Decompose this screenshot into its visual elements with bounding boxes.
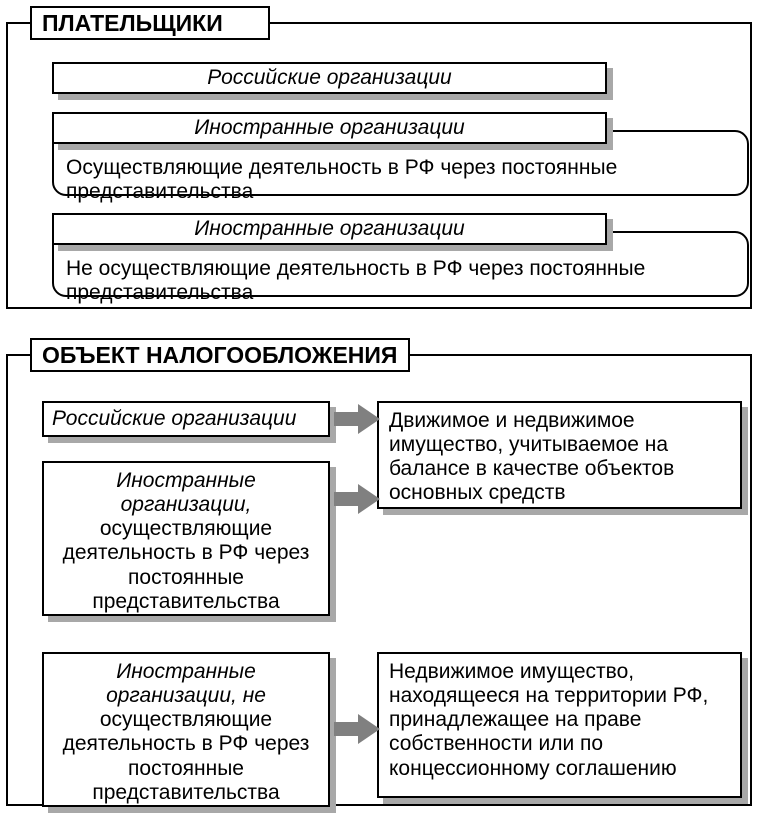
big-arrow-1 (334, 404, 380, 434)
s1-item2-box: Иностранные организации (52, 112, 607, 144)
s1-item2-body-text: Осуществляющие деятельность в РФ через п… (66, 156, 735, 204)
s1-item3-box: Иностранные организации (52, 213, 607, 245)
s2-left2-box: Иностранные организации, осуществляющие … (42, 461, 330, 616)
s2-left3-text: Иностранные организации, не осуществляющ… (52, 660, 320, 805)
s2-title-box: ОБЪЕКТ НАЛОГООБЛОЖЕНИЯ (30, 338, 410, 372)
s2-left2-rest: осуществляющие деятельность в РФ через п… (63, 517, 310, 612)
s2-left3-rest: осуществляющие деятельность в РФ через п… (63, 708, 310, 803)
s1-item1-text: Российские организации (207, 66, 451, 90)
s1-item2-text: Иностранные организации (194, 116, 464, 140)
s2-left1-box: Российские организации (42, 401, 330, 437)
big-arrow-3 (334, 714, 380, 744)
s1-item1-box: Российские организации (52, 62, 607, 94)
s2-left2-text: Иностранные организации, осуществляющие … (52, 469, 320, 614)
s2-right2-box: Недвижимое имущество, находящееся на тер… (377, 652, 742, 798)
s2-title: ОБЪЕКТ НАЛОГООБЛОЖЕНИЯ (42, 342, 397, 368)
diagram-canvas: Осуществляющие деятельность в РФ через п… (0, 0, 768, 813)
s2-left3-box: Иностранные организации, не осуществляющ… (42, 652, 330, 807)
s2-right1-text: Движимое и недвижимое имущество, учитыва… (389, 409, 730, 506)
s2-left2-em: Иностранные организации, (116, 469, 256, 516)
s2-right1-box: Движимое и недвижимое имущество, учитыва… (377, 401, 742, 509)
s2-left1-text: Российские организации (52, 407, 296, 431)
s2-right2-text: Недвижимое имущество, находящееся на тер… (389, 660, 730, 781)
s2-left3-em: Иностранные организации, не (106, 660, 266, 707)
big-arrow-2 (334, 484, 380, 514)
s1-item3-body-text: Не осуществляющие деятельность в РФ чере… (66, 257, 735, 305)
s1-title: ПЛАТЕЛЬЩИКИ (42, 10, 223, 36)
s1-item3-text: Иностранные организации (194, 217, 464, 241)
s1-title-box: ПЛАТЕЛЬЩИКИ (30, 6, 270, 40)
